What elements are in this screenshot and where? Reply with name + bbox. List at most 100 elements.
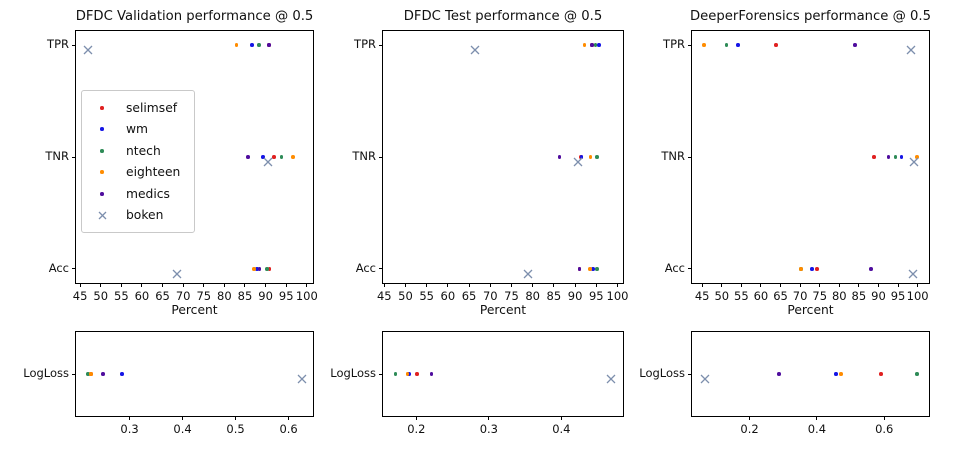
y-tick [688,268,692,270]
x-tick-label: 90 [258,289,273,303]
subplot-deeperforensics-metrics: DeeperForensics performance @ 0.5 Percen… [661,9,931,317]
x-tick [740,283,742,287]
y-tick-label: TPR [354,37,376,52]
x-tick [223,283,225,287]
x-tick-label: 90 [871,289,886,303]
x-tick-label: 50 [93,289,109,303]
x-tick [79,283,81,287]
data-point-selimsef [815,267,819,271]
y-tick-label: TPR [47,37,69,52]
data-point-medics [101,372,105,376]
data-point-medics [246,155,251,159]
data-point-ntech [393,372,398,376]
x-tick-label: 80 [217,289,232,303]
x-tick [488,416,490,420]
boken-x-marker [906,40,916,59]
x-tick-label: 50 [398,289,413,303]
x-tick [447,283,449,287]
data-point-medics [557,155,562,159]
y-tick-label: LogLoss [639,366,685,380]
legend-label: medics [126,186,170,201]
boken-legend-x-marker [88,211,116,220]
x-tick [574,283,576,287]
x-tick [468,283,470,287]
data-point-eighteen [588,155,593,159]
boken-x-marker [263,152,273,171]
data-point-wm [407,372,411,376]
data-point-selimsef [879,372,883,376]
y-tick-label: LogLoss [330,366,376,380]
x-tick-label: 95 [588,289,604,303]
boken-x-marker [573,152,583,171]
x-tick [749,416,751,420]
x-tick-label: 85 [237,289,253,303]
data-point-wm [260,155,265,159]
x-tick [288,416,290,420]
x-tick [838,283,840,287]
x-tick-label: 50 [714,289,730,303]
data-point-eighteen [915,155,919,159]
y-tick-label: TPR [663,37,685,52]
x-tick-label: 65 [773,289,788,303]
x-tick-label: 70 [482,289,498,303]
x-axis-label: Percent [171,303,218,317]
y-tick-label: Acc [355,260,376,275]
x-tick-label: 65 [155,289,170,303]
x-tick [489,283,491,287]
y-tick-label: Acc [664,260,685,275]
y-tick-label: TNR [352,149,376,163]
x-tick [616,283,618,287]
x-tick-label: 0.4 [807,422,827,436]
x-tick-label: 85 [851,289,867,303]
x-tick-label: 70 [792,289,808,303]
x-tick [182,283,184,287]
x-tick [426,283,428,287]
x-tick [265,283,267,287]
x-tick [100,283,102,287]
x-tick-label: 45 [694,289,710,303]
x-tick-label: 60 [753,289,769,303]
x-tick [129,416,131,420]
x-tick-label: 0.2 [740,422,759,436]
x-tick [182,416,184,420]
eighteen-legend-dot [88,170,116,175]
x-tick [595,283,597,287]
x-tick-label: 90 [567,289,583,303]
data-point-medics [853,43,857,47]
legend-item: eighteen [88,162,180,184]
y-tick [379,156,383,158]
x-tick [415,416,417,420]
medics-legend-dot [88,191,116,196]
data-point-medics [267,43,271,47]
data-point-wm [810,267,814,271]
data-point-selimsef [415,372,419,376]
data-point-eighteen [291,155,295,159]
data-point-medics [777,372,781,376]
x-tick [799,283,801,287]
data-point-eighteen [838,372,843,376]
legend-label: selimsef [126,100,178,115]
data-point-ntech [915,372,919,376]
data-point-eighteen [799,267,804,271]
data-point-eighteen [89,372,93,376]
data-point-wm [579,155,584,159]
data-point-wm [250,43,254,47]
boken-x-marker [909,152,919,171]
x-axis-label: Percent [787,303,834,317]
x-tick-label: 0.4 [173,422,192,436]
legend-label: ntech [126,143,161,158]
x-tick [404,283,406,287]
legend-item: selimsef [88,97,180,119]
y-tick [688,44,692,46]
x-tick-label: 95 [890,289,906,303]
data-point-wm [899,155,904,159]
data-point-ntech [724,43,729,47]
y-tick [379,268,383,270]
legend-dot [100,170,104,175]
x-tick [120,283,122,287]
x-tick [897,283,899,287]
x-tick [858,283,860,287]
x-tick-label: 55 [419,289,434,303]
x-tick [383,283,385,287]
data-point-wm [833,372,838,376]
